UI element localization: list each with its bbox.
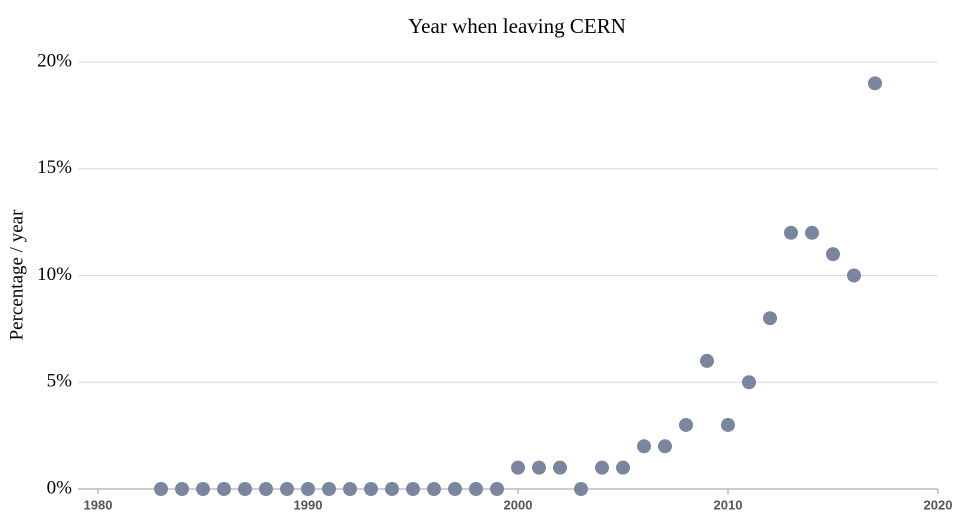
point: [469, 482, 483, 496]
point: [679, 417, 693, 432]
point: [658, 439, 672, 454]
y-tick-label: 20%: [37, 50, 72, 71]
point: [616, 460, 630, 475]
chart-title: Year when leaving CERN: [408, 14, 626, 38]
point: [385, 482, 399, 496]
point: [532, 460, 546, 475]
point: [427, 482, 441, 496]
point: [847, 268, 861, 283]
y-tick-label: 15%: [37, 157, 72, 178]
y-tick-label: 10%: [37, 264, 72, 285]
point: [280, 482, 294, 496]
point: [637, 439, 651, 454]
point: [322, 482, 336, 496]
x-tick-label: 1990: [294, 497, 323, 512]
point: [196, 482, 210, 496]
point: [763, 311, 777, 326]
point: [574, 482, 588, 496]
point: [175, 482, 189, 496]
point: [406, 482, 420, 496]
x-tick-label: 1980: [84, 497, 113, 512]
point: [238, 482, 252, 496]
point: [868, 76, 882, 91]
point: [742, 375, 756, 390]
x-tick-label: 2000: [504, 497, 533, 512]
x-tick-label: 2010: [714, 497, 743, 512]
point: [553, 460, 567, 475]
point: [721, 417, 735, 432]
x-tick-label: 2020: [924, 497, 953, 512]
point: [826, 247, 840, 262]
point: [700, 353, 714, 368]
y-tick-label: 0%: [47, 477, 73, 498]
point: [448, 482, 462, 496]
point: [805, 225, 819, 240]
point: [343, 482, 357, 496]
point: [784, 225, 798, 240]
point: [259, 482, 273, 496]
point: [301, 482, 315, 496]
point: [154, 482, 168, 496]
point: [595, 460, 609, 475]
point: [217, 482, 231, 496]
point: [511, 460, 525, 475]
point: [364, 482, 378, 496]
y-axis-label: Percentage / year: [6, 209, 27, 340]
y-tick-label: 5%: [47, 371, 73, 392]
point: [490, 482, 504, 496]
